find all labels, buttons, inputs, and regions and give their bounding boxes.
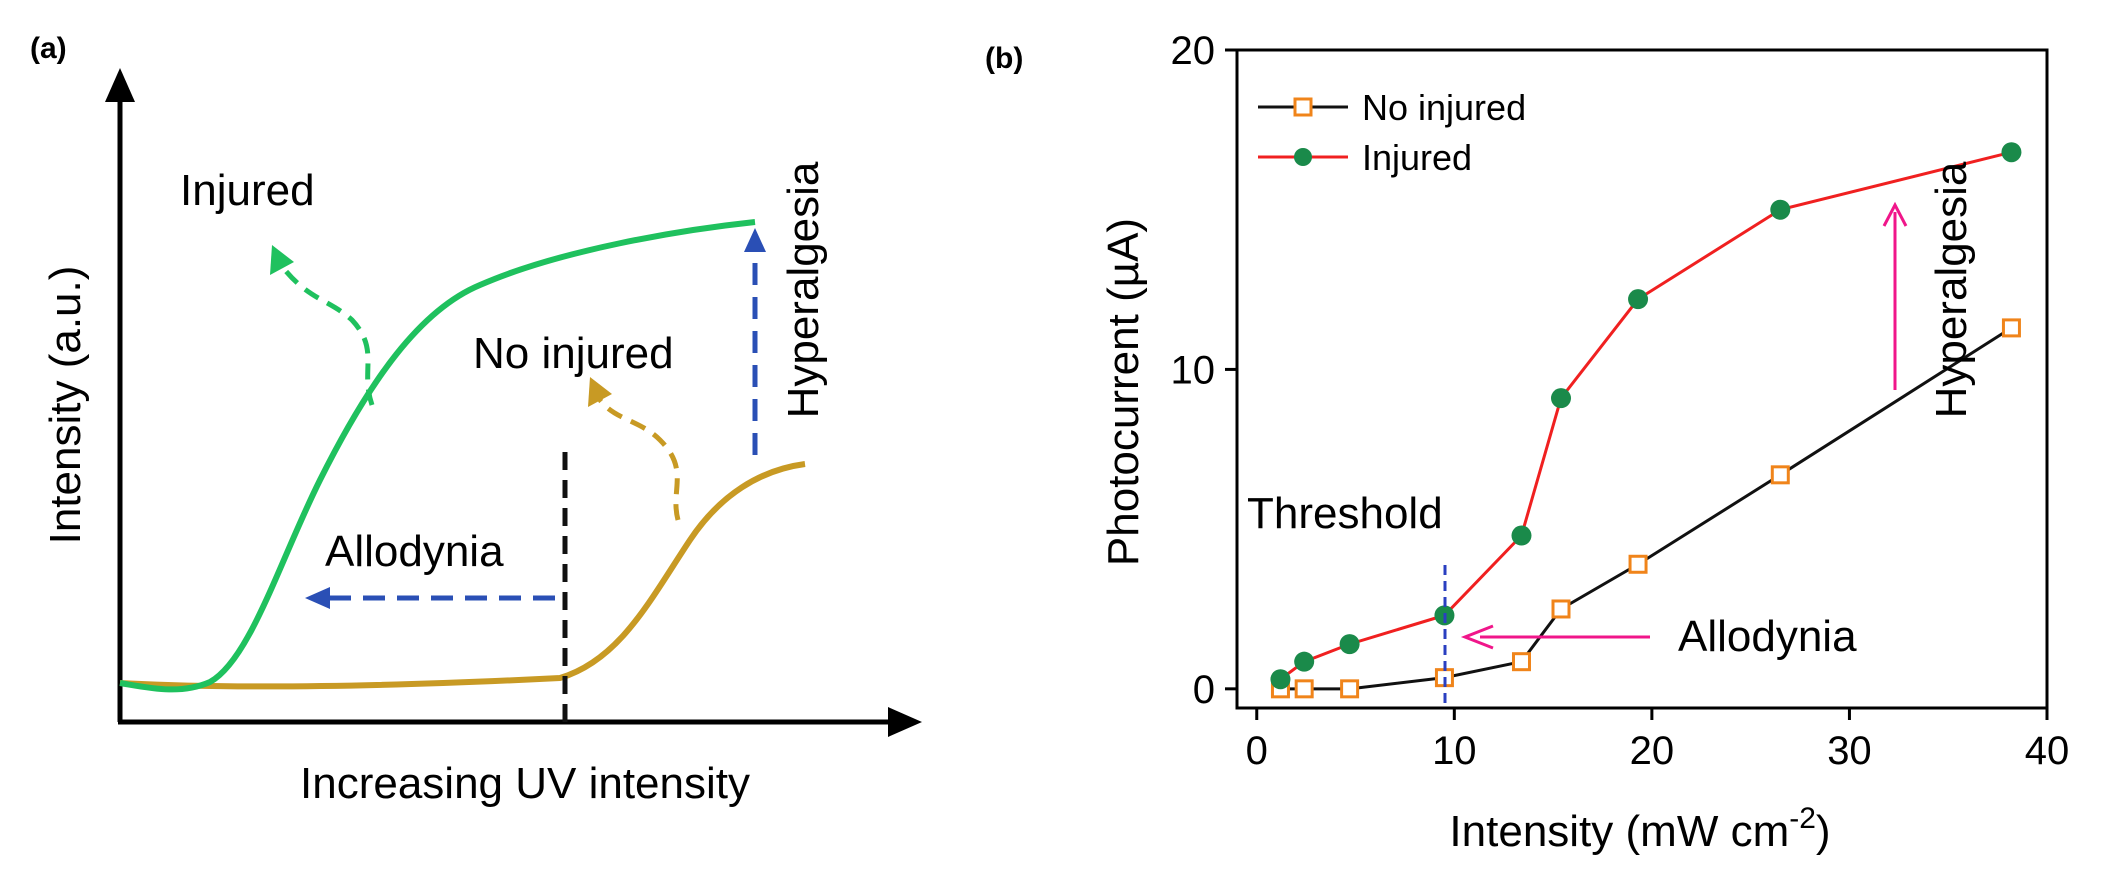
data-point-no-injured <box>2001 318 2021 338</box>
legend-no-injured-label: No injured <box>1362 87 1526 128</box>
data-point-injured <box>1628 289 1649 310</box>
series-line-injured <box>1279 150 2012 681</box>
panel-a-ylabel: Intensity (a.u.) <box>41 266 90 545</box>
panel-b-xlabel: Intensity (mW cm-2) <box>1449 802 1830 856</box>
panel-b-xlabel-main: Intensity (mW cm <box>1449 807 1789 856</box>
panel-b-label: (b) <box>985 42 1023 75</box>
data-point-injured <box>1551 388 1571 409</box>
data-point-no-injured <box>1770 465 1790 485</box>
injured-arrowhead <box>270 245 294 275</box>
data-point-no-injured <box>1511 652 1531 672</box>
panel-a-y-axis-arrowhead <box>105 68 135 102</box>
no-injured-arrowhead <box>588 377 612 407</box>
panel-a: (a) Intensity (a.u.) Increasing UV inten… <box>30 32 922 808</box>
panel-a-hyperalgesia-label: Hyperalgesia <box>779 161 828 418</box>
data-point-injured <box>1511 525 1532 546</box>
panel-a-injured-label: Injured <box>180 166 315 215</box>
panel-a-no-injured-label: No injured <box>473 329 674 378</box>
x-tick-label: 10 <box>1432 729 1477 773</box>
data-point-no-injured <box>1340 679 1360 699</box>
legend-no-injured-marker <box>1293 97 1313 117</box>
data-point-no-injured <box>1294 679 1314 699</box>
x-tick-label: 0 <box>1246 729 1268 773</box>
panel-b-series <box>1270 142 2022 699</box>
legend-injured-label: Injured <box>1362 137 1472 178</box>
no-injured-dashed-arrow <box>598 398 681 521</box>
panel-b-legend: No injured Injured <box>1258 87 1526 178</box>
panel-b-xlabel-end: ) <box>1816 807 1831 856</box>
data-point-injured <box>1270 669 1291 690</box>
panel-b: (b) 0 10 20 30 40 0 10 20 Photocurrent (µA) Int… <box>985 29 2069 856</box>
panel-a-label: (a) <box>30 32 67 65</box>
x-tick-label: 40 <box>2025 729 2070 773</box>
panel-b-allodynia-label: Allodynia <box>1678 612 1857 661</box>
data-point-injured <box>1339 634 1360 655</box>
data-point-injured <box>1294 651 1315 672</box>
no-injured-curve <box>119 461 806 690</box>
data-point-injured <box>1770 199 1791 220</box>
panel-b-hyperalgesia-label: Hyperalgesia <box>1927 161 1976 418</box>
data-point-no-injured <box>1551 599 1571 619</box>
panel-b-threshold-label: Threshold <box>1247 489 1443 538</box>
y-tick-label: 10 <box>1171 348 1216 392</box>
x-tick-label: 30 <box>1827 729 1872 773</box>
legend-injured-marker <box>1294 148 1312 166</box>
injured-dashed-arrow <box>283 268 375 406</box>
data-point-injured <box>2001 142 2022 163</box>
x-tick-label: 20 <box>1630 729 1675 773</box>
panel-a-xlabel: Increasing UV intensity <box>300 759 750 808</box>
panel-b-plot-frame <box>1235 48 2049 710</box>
panel-b-hyperalgesia-arrowhead <box>1882 201 1908 227</box>
y-tick-label: 0 <box>1193 668 1215 712</box>
panel-b-xlabel-sup: -2 <box>1789 802 1816 835</box>
panel-b-ticks: 0 10 20 30 40 0 10 20 <box>1171 29 2070 773</box>
panel-a-x-axis-arrowhead <box>888 707 922 737</box>
panel-a-allodynia-label: Allodynia <box>325 527 504 576</box>
y-tick-label: 20 <box>1171 29 1216 73</box>
hyperalgesia-arrowhead <box>744 228 766 252</box>
data-point-no-injured <box>1628 554 1648 574</box>
panel-b-ylabel: Photocurrent (µA) <box>1099 218 1148 566</box>
allodynia-arrowhead <box>305 587 330 609</box>
injured-curve <box>119 219 756 693</box>
panel-b-allodynia-arrowhead <box>1460 624 1494 650</box>
